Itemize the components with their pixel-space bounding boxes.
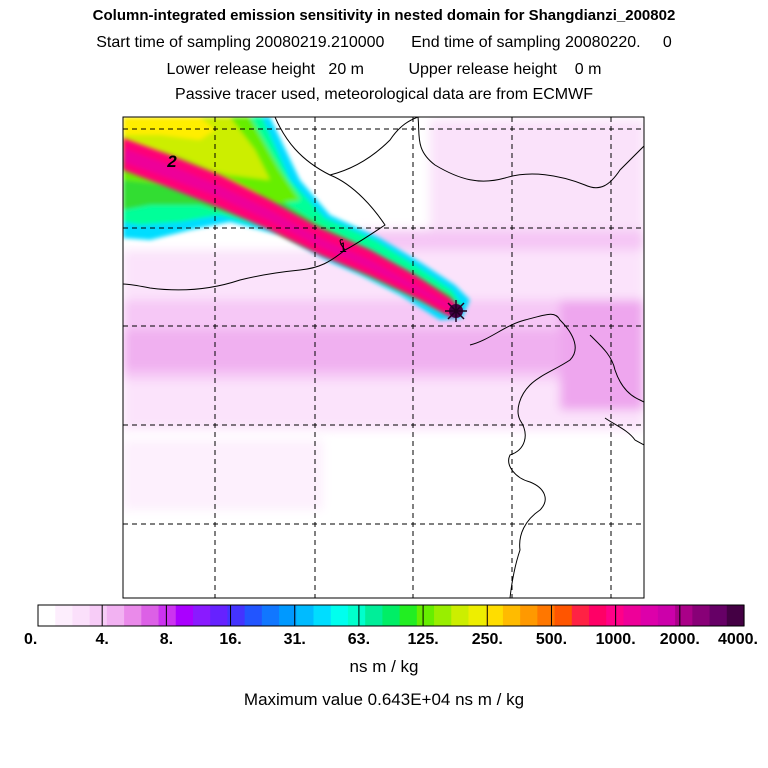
- colorbar-swatch: [726, 605, 745, 626]
- plume-core: [123, 138, 462, 318]
- colorbar-tick-label: 63.: [348, 631, 370, 648]
- colorbar-swatch: [55, 605, 74, 626]
- colorbar-swatch: [124, 605, 142, 626]
- colorbar-swatch: [72, 605, 91, 626]
- colorbar-tick-label: 8.: [160, 631, 173, 648]
- colorbar-swatch: [38, 605, 56, 626]
- colorbar-frame: [37, 604, 745, 627]
- colorbar-swatch: [589, 605, 607, 626]
- colorbar-swatch: [485, 605, 504, 626]
- colorbar-tick-label: 250.: [472, 631, 503, 648]
- colorbar-tick-label: 500.: [536, 631, 567, 648]
- coastline: [123, 117, 644, 598]
- colorbar-tick-label: 4.: [96, 631, 109, 648]
- colorbar-swatch: [434, 605, 452, 626]
- colorbar-tick-label: 2000.: [660, 631, 700, 648]
- colorbar-swatch: [210, 605, 229, 626]
- release-height-line: Lower release height 20 m Upper release …: [166, 61, 602, 78]
- colorbar-swatch: [451, 605, 470, 626]
- colorbar-tick-label: 0.: [24, 631, 37, 648]
- figure-title: Column-integrated emission sensitivity i…: [92, 7, 676, 24]
- max-value-label: Maximum value 0.643E+04 ns m / kg: [244, 690, 524, 709]
- colorbar-tick-label: 1000.: [596, 631, 636, 648]
- colorbar-swatch: [347, 605, 366, 626]
- colorbar-swatch: [623, 605, 642, 626]
- colorbar-swatch: [261, 605, 280, 626]
- colorbar-swatch: [502, 605, 521, 626]
- colorbar-swatch: [244, 605, 263, 626]
- colorbar-swatch: [382, 605, 401, 626]
- colorbar-swatch: [554, 605, 573, 626]
- contour-label-2: 2: [166, 152, 177, 171]
- colorbar-swatch: [675, 605, 693, 626]
- colorbar-tick-label: 125.: [408, 631, 439, 648]
- colorbar: [38, 605, 745, 626]
- colorbar-swatch: [520, 605, 538, 626]
- colorbar-swatch: [296, 605, 315, 626]
- colorbar-swatch: [106, 605, 125, 626]
- colorbar-swatch: [365, 605, 383, 626]
- colorbar-unit-label: ns m / kg: [350, 657, 419, 676]
- colorbar-tick-label: 31.: [284, 631, 306, 648]
- colorbar-swatch: [468, 605, 487, 626]
- contour-label-1: 1: [339, 239, 347, 255]
- colorbar-swatch: [416, 605, 435, 626]
- colorbar-swatch: [692, 605, 711, 626]
- colorbar-swatch: [537, 605, 556, 626]
- colorbar-swatch: [89, 605, 108, 626]
- colorbar-tick-label: 16.: [219, 631, 241, 648]
- colorbar-swatch: [709, 605, 728, 626]
- sensitivity-map: [123, 117, 644, 598]
- colorbar-swatch: [175, 605, 194, 626]
- colorbar-swatch: [657, 605, 676, 626]
- colorbar-swatch: [640, 605, 659, 626]
- receptor-marker: [445, 300, 467, 322]
- colorbar-swatch: [330, 605, 349, 626]
- map-frame: [122, 116, 645, 599]
- colorbar-swatch: [571, 605, 590, 626]
- colorbar-swatch: [158, 605, 177, 626]
- colorbar-swatch: [141, 605, 160, 626]
- tracer-info-line: Passive tracer used, meteorological data…: [175, 86, 593, 103]
- colorbar-swatch: [313, 605, 332, 626]
- colorbar-tick-labels: 0. 4. 8. 16. 31. 63. 125. 250. 500. 1000. 2000. 400…: [24, 631, 758, 648]
- sampling-period-line: Start time of sampling 20080219.210000 E…: [96, 34, 672, 51]
- colorbar-tick-label: 4000.: [718, 631, 758, 648]
- colorbar-swatch: [192, 605, 211, 626]
- colorbar-swatch: [399, 605, 418, 626]
- colorbar-swatch: [227, 605, 246, 626]
- map-grid: [123, 117, 644, 598]
- colorbar-swatch: [279, 605, 297, 626]
